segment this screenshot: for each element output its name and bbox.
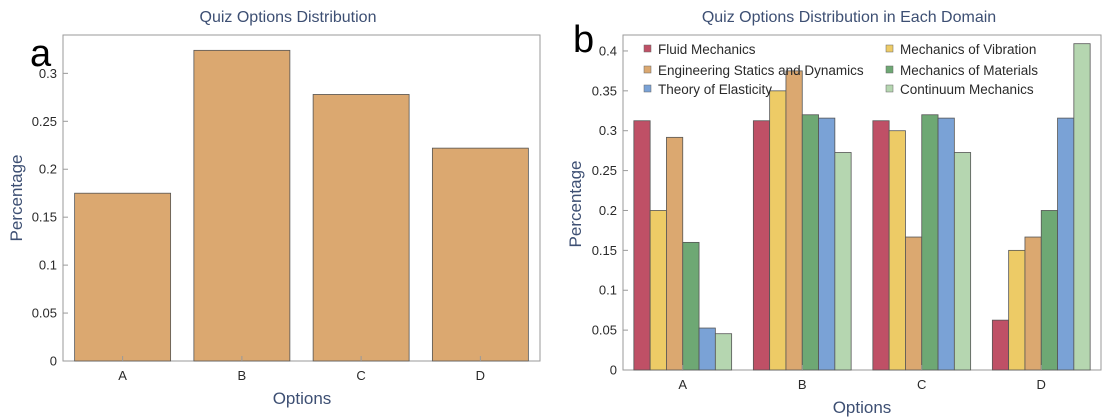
- bar-d: [431, 147, 529, 362]
- bar-c-series-2: [905, 236, 923, 371]
- bar-a-series-1: [649, 210, 667, 371]
- legend-label: Continuum Mechanics: [900, 82, 1034, 97]
- legend-label: Theory of Elasticity: [658, 82, 772, 97]
- bar-c: [312, 94, 410, 362]
- y-tick-label: 0.4: [599, 43, 617, 58]
- bar-d-series-3: [1040, 210, 1058, 371]
- y-tick-label: 0.1: [39, 258, 57, 273]
- x-tick-label: D: [476, 368, 485, 383]
- chart-a-title: Quiz Options Distribution: [200, 9, 377, 26]
- legend-swatch: [885, 44, 894, 53]
- chart-a-x-axis: A B C D: [118, 356, 485, 383]
- chart-b-title: Quiz Options Distribution in Each Domain: [702, 9, 996, 26]
- bar-d-series-1: [1008, 249, 1026, 371]
- x-tick-label: D: [1037, 377, 1046, 392]
- chart-b-bars: [633, 43, 1091, 371]
- x-tick-label: A: [678, 377, 687, 392]
- x-tick-label: B: [238, 368, 247, 383]
- bar-b-series-4: [818, 117, 836, 371]
- chart-a-bars: [74, 49, 529, 362]
- y-tick-label: 0.05: [32, 306, 57, 321]
- chart-a: a Quiz Options Distribution 0 0.05 0.1 0.15…: [7, 9, 541, 408]
- bar-c-series-1: [888, 130, 906, 371]
- bar-b-series-1: [769, 90, 787, 371]
- bar-b-series-0: [752, 120, 771, 371]
- chart-b-y-axis: 0 0.05 0.1 0.15 0.2 0.25 0.3 0.35 0.4: [592, 43, 628, 378]
- y-tick-label: 0.1: [599, 283, 617, 298]
- chart-b-x-axis: A B C D: [678, 365, 1046, 392]
- bar-b-series-3: [801, 114, 819, 371]
- panel-label-a: a: [30, 33, 52, 75]
- bar-b-series-5: [834, 152, 852, 371]
- bar-c-series-0: [872, 120, 890, 371]
- bar-d-series-5: [1073, 43, 1091, 371]
- bar-d-series-4: [1057, 117, 1075, 371]
- bar-c-series-4: [937, 117, 955, 371]
- chart-b: b Quiz Options Distribution in Each Doma…: [566, 9, 1102, 417]
- y-tick-label: 0: [610, 363, 617, 378]
- y-tick-label: 0.35: [592, 83, 617, 98]
- legend-swatch: [643, 84, 652, 93]
- legend-label: Mechanics of Materials: [900, 63, 1038, 78]
- y-tick-label: 0.3: [39, 66, 57, 81]
- bar-a: [74, 192, 172, 362]
- y-tick-label: 0.15: [32, 210, 57, 225]
- legend-swatch: [885, 65, 894, 74]
- chart-a-plot-frame: [62, 34, 541, 362]
- bar-a-series-5: [714, 333, 733, 371]
- bar-b-series-2: [785, 70, 803, 371]
- chart-a-y-axis: 0 0.05 0.1 0.15 0.2 0.25 0.3: [32, 66, 68, 369]
- y-tick-label: 0.2: [599, 203, 617, 218]
- y-tick-label: 0.3: [599, 123, 617, 138]
- x-tick-label: C: [917, 377, 926, 392]
- bar-a-series-4: [698, 327, 716, 371]
- bar-a-series-2: [666, 136, 684, 371]
- bar-c-series-5: [953, 152, 972, 371]
- legend-swatch: [885, 84, 894, 93]
- y-tick-label: 0.2: [39, 162, 57, 177]
- chart-b-y-axis-label: Percentage: [566, 161, 585, 248]
- x-tick-label: C: [356, 368, 365, 383]
- y-tick-label: 0.25: [32, 114, 57, 129]
- chart-b-plot-frame: [622, 34, 1102, 371]
- legend-swatch: [643, 65, 652, 74]
- bar-b: [193, 49, 291, 362]
- bar-c-series-3: [921, 114, 939, 371]
- legend-label: Mechanics of Vibration: [900, 42, 1036, 57]
- chart-a-x-axis-label: Options: [273, 389, 332, 408]
- legend-label: Fluid Mechanics: [658, 42, 756, 57]
- chart-a-y-axis-label: Percentage: [7, 155, 26, 242]
- panel-label-b: b: [573, 19, 594, 61]
- bar-d-series-0: [991, 319, 1010, 371]
- legend-swatch: [643, 44, 652, 53]
- y-tick-label: 0.15: [592, 243, 617, 258]
- chart-b-x-axis-label: Options: [833, 398, 892, 417]
- chart-b-legend: Fluid Mechanics Mechanics of Vibration Eng…: [643, 42, 1038, 97]
- legend-label: Engineering Statics and Dynamics: [658, 63, 864, 78]
- y-tick-label: 0.25: [592, 163, 617, 178]
- x-tick-label: A: [118, 368, 127, 383]
- bar-a-series-0: [633, 120, 651, 371]
- bar-a-series-3: [682, 241, 700, 371]
- bar-d-series-2: [1024, 236, 1042, 371]
- y-tick-label: 0.05: [592, 323, 617, 338]
- y-tick-label: 0: [50, 354, 57, 369]
- x-tick-label: B: [798, 377, 807, 392]
